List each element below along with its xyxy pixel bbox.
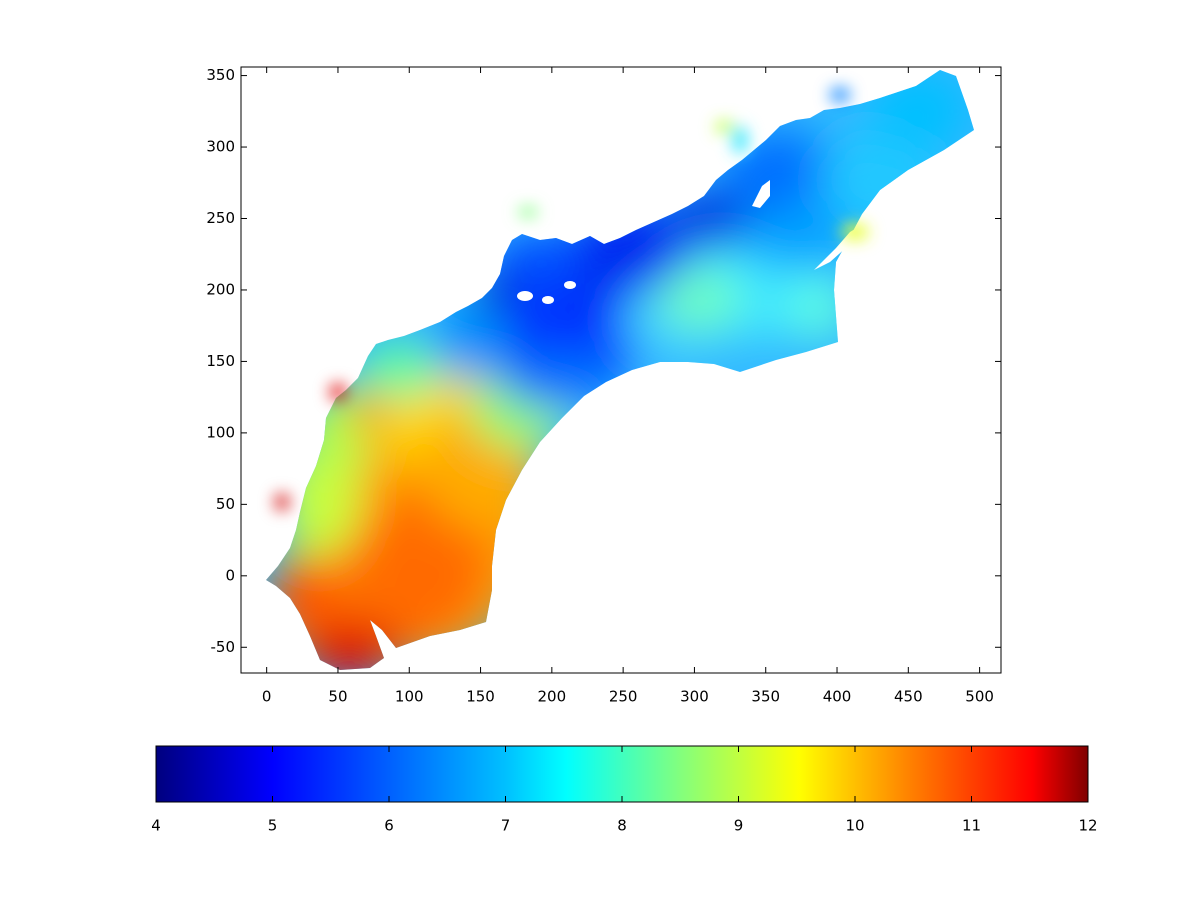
y-tick-label: 300: [206, 138, 235, 156]
y-tick-labels: 350 300 250 200 150 100 50 0 -50: [206, 66, 235, 656]
x-tick-label: 150: [466, 688, 495, 706]
colorbar-tick-label: 8: [617, 817, 627, 835]
y-tick-label: 250: [206, 209, 235, 227]
colorbar-tick-label: 6: [384, 817, 394, 835]
x-tick-label: 500: [965, 688, 994, 706]
y-tick-label: 150: [206, 352, 235, 370]
y-axis: [241, 75, 1001, 648]
colorbar-tick-label: 12: [1078, 817, 1097, 835]
x-tick-labels: 0 50 100 150 200 250 300 350 400 450 500: [262, 688, 994, 706]
colorbar-tick-labels: 4 5 6 7 8 9 10 11 12: [151, 817, 1097, 835]
y-tick-label: 200: [206, 280, 235, 298]
colorbar-tick-label: 9: [734, 817, 744, 835]
x-tick-label: 400: [823, 688, 852, 706]
colorbar: [155, 745, 1089, 803]
colorbar-tick-label: 10: [845, 817, 864, 835]
x-tick-label: 50: [328, 688, 347, 706]
x-tick-label: 0: [262, 688, 272, 706]
colorbar-tick-label: 7: [501, 817, 511, 835]
x-axis: [266, 67, 981, 673]
y-tick-label: -50: [211, 638, 236, 656]
x-tick-label: 300: [680, 688, 709, 706]
islands: [275, 88, 869, 510]
x-tick-label: 200: [538, 688, 567, 706]
x-tick-label: 350: [751, 688, 780, 706]
y-tick-label: 50: [216, 495, 235, 513]
colorbar-tick-label: 11: [962, 817, 981, 835]
x-tick-label: 250: [609, 688, 638, 706]
x-tick-label: 450: [894, 688, 923, 706]
y-tick-label: 0: [225, 566, 235, 584]
y-tick-label: 350: [206, 66, 235, 84]
colorbar-tick-label: 4: [151, 817, 161, 835]
colorbar-ticks: [155, 746, 1089, 802]
colorbar-tick-label: 5: [268, 817, 278, 835]
x-tick-label: 100: [395, 688, 424, 706]
y-tick-label: 100: [206, 423, 235, 441]
